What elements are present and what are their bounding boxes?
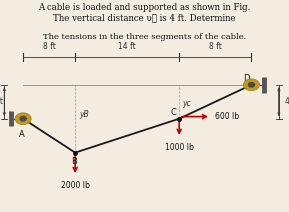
Circle shape — [20, 116, 26, 121]
Text: yB: yB — [79, 110, 89, 119]
Text: B: B — [71, 157, 77, 166]
Text: yᴄ: yᴄ — [182, 99, 191, 108]
Circle shape — [15, 113, 31, 125]
Text: 1000 lb: 1000 lb — [165, 143, 194, 152]
Circle shape — [243, 79, 260, 91]
Text: 8 ft: 8 ft — [209, 42, 222, 51]
Text: 4 ft: 4 ft — [285, 97, 289, 106]
Text: A: A — [19, 130, 25, 139]
Text: 14 ft: 14 ft — [118, 42, 136, 51]
Text: 600 lb: 600 lb — [215, 112, 239, 121]
Circle shape — [248, 82, 255, 87]
Text: 8 ft: 8 ft — [43, 42, 55, 51]
Text: The tensions in the three segments of the cable.: The tensions in the three segments of th… — [43, 33, 246, 41]
Text: The vertical distance υᰄ is 4 ft. Determine: The vertical distance υᰄ is 4 ft. Determ… — [53, 14, 236, 23]
Text: D: D — [244, 74, 250, 83]
Text: 5 ft: 5 ft — [0, 97, 3, 106]
Text: A cable is loaded and supported as shown in Fig.: A cable is loaded and supported as shown… — [38, 3, 251, 12]
Text: 2000 lb: 2000 lb — [61, 181, 90, 190]
Text: C: C — [171, 108, 176, 117]
